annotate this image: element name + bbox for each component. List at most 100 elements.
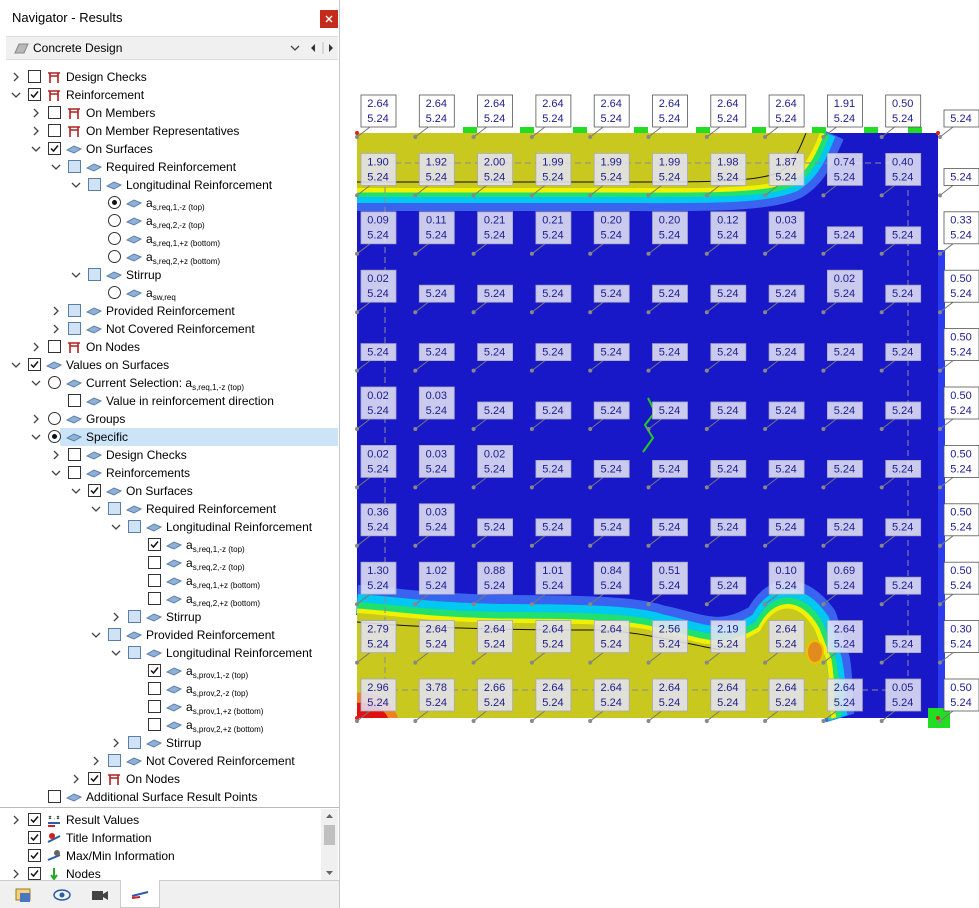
checkbox[interactable]	[88, 268, 101, 281]
radio[interactable]	[108, 250, 121, 263]
checkbox[interactable]	[28, 831, 41, 844]
checkbox[interactable]	[148, 574, 161, 587]
tree-item[interactable]: Values on Surfaces	[0, 356, 338, 374]
expander[interactable]	[30, 376, 42, 390]
radio[interactable]	[48, 412, 61, 425]
close-button[interactable]	[320, 10, 338, 28]
checkbox[interactable]	[148, 592, 161, 605]
nav-arrows[interactable]	[308, 42, 338, 54]
checkbox[interactable]	[148, 538, 161, 551]
tree-item[interactable]: On Nodes	[0, 770, 338, 788]
checkbox[interactable]	[28, 358, 41, 371]
checkbox[interactable]	[68, 160, 81, 173]
module-dropdown[interactable]: Concrete Design	[6, 36, 338, 60]
tree-item[interactable]: as,req,2,-z (top)	[0, 212, 338, 230]
display-item[interactable]: Max/Min Information	[0, 847, 320, 865]
expander[interactable]	[70, 268, 82, 282]
expander[interactable]	[10, 867, 22, 880]
tree-item[interactable]: Design Checks	[0, 68, 338, 86]
expander[interactable]	[30, 124, 42, 138]
tree-item[interactable]: as,req,1,+z (bottom)	[0, 572, 338, 590]
tree-item[interactable]: Not Covered Reinforcement	[0, 752, 338, 770]
radio[interactable]	[48, 430, 61, 443]
tree-item[interactable]: Longitudinal Reinforcement	[0, 644, 338, 662]
checkbox[interactable]	[128, 610, 141, 623]
tree-item[interactable]: Reinforcements	[0, 464, 338, 482]
checkbox[interactable]	[48, 142, 61, 155]
expander[interactable]	[110, 610, 122, 624]
tree-item[interactable]: Provided Reinforcement	[0, 302, 338, 320]
expander[interactable]	[50, 160, 62, 174]
tree-item[interactable]: On Nodes	[0, 338, 338, 356]
expander[interactable]	[50, 304, 62, 318]
tree-item[interactable]: Design Checks	[0, 446, 338, 464]
tree-item[interactable]: On Members	[0, 104, 338, 122]
tree-item[interactable]: Current Selection: as,req,1,-z (top)	[0, 374, 338, 392]
tree-item[interactable]: as,prov,1,-z (top)	[0, 662, 338, 680]
tab-display[interactable]	[52, 886, 72, 904]
radio[interactable]	[108, 286, 121, 299]
checkbox[interactable]	[48, 124, 61, 137]
checkbox[interactable]	[48, 106, 61, 119]
tree-item[interactable]: Value in reinforcement direction	[0, 392, 338, 410]
checkbox[interactable]	[48, 340, 61, 353]
checkbox[interactable]	[88, 484, 101, 497]
display-item[interactable]: Result Values	[0, 811, 320, 829]
expander[interactable]	[110, 646, 122, 660]
radio[interactable]	[108, 196, 121, 209]
expander[interactable]	[10, 813, 22, 827]
tree-item[interactable]: Not Covered Reinforcement	[0, 320, 338, 338]
tree-item[interactable]: On Surfaces	[0, 140, 338, 158]
tree-item[interactable]: Reinforcement	[0, 86, 338, 104]
expander[interactable]	[30, 142, 42, 156]
checkbox[interactable]	[68, 466, 81, 479]
expander[interactable]	[10, 70, 22, 84]
tree-item[interactable]: as,req,2,+z (bottom)	[0, 248, 338, 266]
tab-data[interactable]	[14, 886, 34, 904]
expander[interactable]	[50, 466, 62, 480]
tab-views[interactable]	[90, 886, 110, 904]
checkbox[interactable]	[28, 88, 41, 101]
tree-item[interactable]: Provided Reinforcement	[0, 626, 338, 644]
checkbox[interactable]	[148, 700, 161, 713]
display-item[interactable]: Nodes	[0, 865, 320, 880]
tree-item[interactable]: Additional Surface Result Points	[0, 788, 338, 806]
expander[interactable]	[110, 736, 122, 750]
checkbox[interactable]	[28, 867, 41, 880]
tree-item[interactable]: as,req,1,-z (top)	[0, 194, 338, 212]
scrollbar[interactable]	[321, 809, 338, 880]
checkbox[interactable]	[148, 682, 161, 695]
checkbox[interactable]	[128, 736, 141, 749]
checkbox[interactable]	[68, 322, 81, 335]
tree-item[interactable]: On Member Representatives	[0, 122, 338, 140]
expander[interactable]	[70, 484, 82, 498]
tree-item[interactable]: Specific	[31, 428, 338, 446]
checkbox[interactable]	[148, 718, 161, 731]
tree-item[interactable]: as,prov,2,+z (bottom)	[0, 716, 338, 734]
checkbox[interactable]	[108, 502, 121, 515]
tree-item[interactable]: Stirrup	[0, 734, 338, 752]
expander[interactable]	[70, 178, 82, 192]
tree-item[interactable]: Required Reinforcement	[0, 500, 338, 518]
expander[interactable]	[10, 358, 22, 372]
checkbox[interactable]	[68, 394, 81, 407]
checkbox[interactable]	[48, 790, 61, 803]
tree-item[interactable]: Stirrup	[0, 266, 338, 284]
checkbox[interactable]	[28, 849, 41, 862]
display-item[interactable]: Title Information	[0, 829, 320, 847]
checkbox[interactable]	[88, 178, 101, 191]
expander[interactable]	[90, 754, 102, 768]
tree-item[interactable]: Stirrup	[0, 608, 338, 626]
tree-item[interactable]: as,req,1,-z (top)	[0, 536, 338, 554]
tree-item[interactable]: Groups	[0, 410, 338, 428]
radio[interactable]	[48, 376, 61, 389]
expander[interactable]	[30, 430, 42, 444]
tree-item[interactable]: Required Reinforcement	[0, 158, 338, 176]
expander[interactable]	[70, 772, 82, 786]
expander[interactable]	[110, 520, 122, 534]
tree-item[interactable]: Longitudinal Reinforcement	[0, 176, 338, 194]
checkbox[interactable]	[128, 646, 141, 659]
tree-item[interactable]: as,req,2,-z (top)	[0, 554, 338, 572]
tree-item[interactable]: Longitudinal Reinforcement	[0, 518, 338, 536]
radio[interactable]	[108, 232, 121, 245]
